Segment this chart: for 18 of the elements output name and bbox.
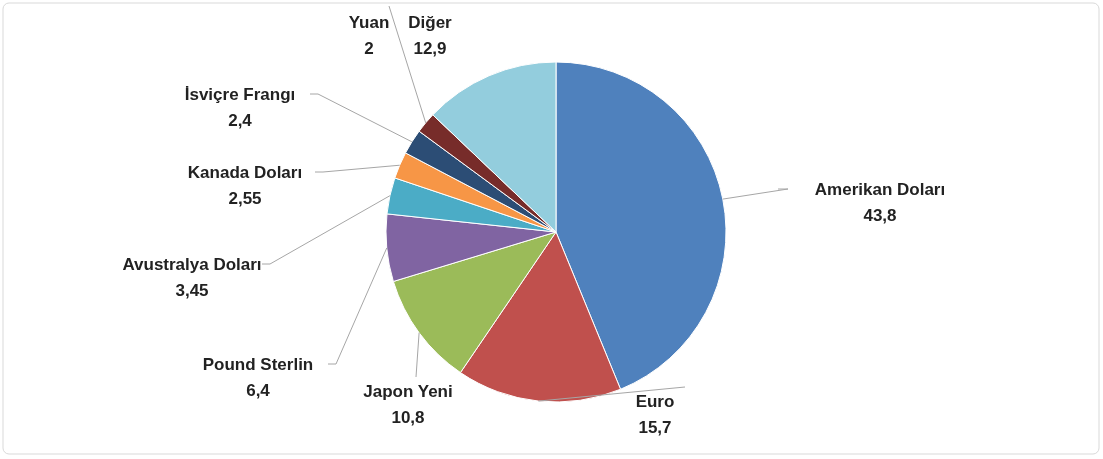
slice-label: İsviçre Frangı xyxy=(184,85,296,104)
data-label: 43,8 xyxy=(863,206,897,225)
data-label: 6,4 xyxy=(246,381,271,400)
slice-label: Amerikan Doları xyxy=(814,180,946,199)
data-label: 2,55 xyxy=(228,189,262,208)
data-label: 3,45 xyxy=(175,281,209,300)
slice-label: Yuan xyxy=(348,13,390,32)
slice-label: Euro xyxy=(635,392,675,411)
data-label: 12,9 xyxy=(413,39,447,58)
slice-label: Kanada Doları xyxy=(187,163,303,182)
data-label: 2 xyxy=(364,39,374,58)
slice-label: Japon Yeni xyxy=(363,382,453,401)
slice-label: Diğer xyxy=(408,13,453,32)
slice-label: Avustralya Doları xyxy=(122,255,262,274)
data-label: 10,8 xyxy=(391,408,425,427)
slice-label: Pound Sterlin xyxy=(202,355,314,374)
data-label: 2,4 xyxy=(228,111,253,130)
data-label: 15,7 xyxy=(638,418,672,437)
